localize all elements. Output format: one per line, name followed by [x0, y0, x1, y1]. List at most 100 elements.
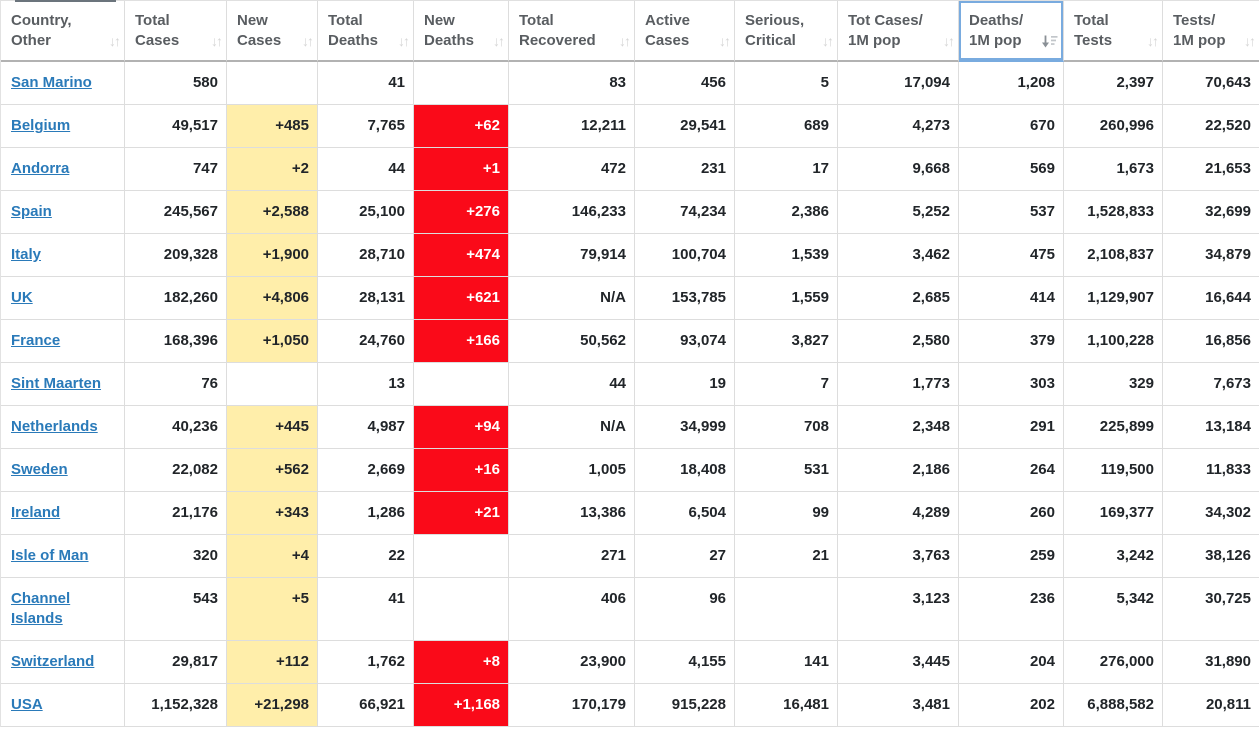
- table-row: Sint Maarten 76 13 44 19 7 1,773 303 329 7,673: [1, 363, 1259, 406]
- cell-country: Switzerland: [1, 641, 125, 684]
- cell-new_deaths: +621: [414, 277, 509, 320]
- cell-total_recovered: 406: [509, 578, 635, 641]
- sort-toggle-icon: ↓↑: [211, 33, 223, 49]
- column-label: Total Tests: [1074, 11, 1113, 49]
- column-header-total_deaths[interactable]: Total Deaths ↓↑: [318, 1, 414, 62]
- cell-total_recovered: 271: [509, 535, 635, 578]
- column-label: Country, Other: [11, 11, 72, 49]
- cell-new_cases: +5: [227, 578, 318, 641]
- cell-tests_per_1m: 21,653: [1163, 148, 1259, 191]
- cell-active_cases: 96: [635, 578, 735, 641]
- country-link[interactable]: Isle of Man: [11, 547, 89, 564]
- column-header-active_cases[interactable]: Active Cases ↓↑: [635, 1, 735, 62]
- column-header-total_tests[interactable]: Total Tests ↓↑: [1064, 1, 1163, 62]
- cell-deaths_per_1m: 1,208: [959, 62, 1064, 105]
- cell-serious_critical: 3,827: [735, 320, 838, 363]
- cell-deaths_per_1m: 259: [959, 535, 1064, 578]
- country-link[interactable]: Sint Maarten: [11, 375, 102, 392]
- sort-toggle-icon: ↓↑: [1244, 33, 1256, 49]
- column-header-new_deaths[interactable]: New Deaths ↓↑: [414, 1, 509, 62]
- country-link[interactable]: Sweden: [11, 461, 68, 478]
- column-header-country[interactable]: Country, Other ↓↑: [1, 1, 125, 62]
- cell-new_cases: +1,900: [227, 234, 318, 277]
- cell-serious_critical: 2,386: [735, 191, 838, 234]
- cell-active_cases: 153,785: [635, 277, 735, 320]
- country-link[interactable]: Belgium: [11, 117, 71, 134]
- cell-serious_critical: 21: [735, 535, 838, 578]
- cell-cases_per_1m: 2,186: [838, 449, 959, 492]
- cell-new_cases: [227, 363, 318, 406]
- cell-country: Sint Maarten: [1, 363, 125, 406]
- sort-toggle-icon: ↓↑: [719, 33, 731, 49]
- cell-total_tests: 1,129,907: [1064, 277, 1163, 320]
- country-link[interactable]: Spain: [11, 203, 52, 220]
- cell-country: San Marino: [1, 62, 125, 105]
- column-header-cases_per_1m[interactable]: Tot Cases/ 1M pop ↓↑: [838, 1, 959, 62]
- cell-country: Channel Islands: [1, 578, 125, 641]
- sort-toggle-icon: ↓↑: [493, 33, 505, 49]
- country-link[interactable]: UK: [11, 289, 33, 306]
- cell-cases_per_1m: 3,462: [838, 234, 959, 277]
- cell-total_recovered: 23,900: [509, 641, 635, 684]
- cell-active_cases: 27: [635, 535, 735, 578]
- cell-cases_per_1m: 9,668: [838, 148, 959, 191]
- table-row: Andorra 747 +2 44 +1 472 231 17 9,668 569 1,673 21,…: [1, 148, 1259, 191]
- column-header-deaths_per_1m[interactable]: Deaths/ 1M pop: [959, 1, 1064, 62]
- country-link[interactable]: France: [11, 332, 61, 349]
- cell-new_deaths: +8: [414, 641, 509, 684]
- cell-total_deaths: 44: [318, 148, 414, 191]
- column-header-total_cases[interactable]: Total Cases ↓↑: [125, 1, 227, 62]
- table-row: Belgium 49,517 +485 7,765 +62 12,211 29,541 689…: [1, 105, 1259, 148]
- cell-total_cases: 320: [125, 535, 227, 578]
- cell-serious_critical: 531: [735, 449, 838, 492]
- table-row: UK 182,260 +4,806 28,131 +621 N/A 153,785 1,559…: [1, 277, 1259, 320]
- country-link[interactable]: Switzerland: [11, 653, 95, 670]
- table-body: San Marino 580 41 83 456 5 17,094 1,208 2,397 70,…: [1, 62, 1259, 727]
- cell-cases_per_1m: 3,123: [838, 578, 959, 641]
- country-link[interactable]: Channel Islands: [11, 590, 71, 627]
- cell-serious_critical: 689: [735, 105, 838, 148]
- cell-total_tests: 1,528,833: [1064, 191, 1163, 234]
- cell-deaths_per_1m: 414: [959, 277, 1064, 320]
- country-link[interactable]: Ireland: [11, 504, 61, 521]
- cell-new_deaths: [414, 62, 509, 105]
- cell-new_deaths: +94: [414, 406, 509, 449]
- country-link[interactable]: Andorra: [11, 160, 70, 177]
- column-header-total_recovered[interactable]: Total Recovered ↓↑: [509, 1, 635, 62]
- cell-tests_per_1m: 22,520: [1163, 105, 1259, 148]
- cell-new_cases: +562: [227, 449, 318, 492]
- country-link[interactable]: USA: [11, 696, 43, 713]
- table-row: Sweden 22,082 +562 2,669 +16 1,005 18,408 531 2,…: [1, 449, 1259, 492]
- column-header-new_cases[interactable]: New Cases ↓↑: [227, 1, 318, 62]
- cell-total_tests: 2,108,837: [1064, 234, 1163, 277]
- cell-country: Isle of Man: [1, 535, 125, 578]
- cell-total_cases: 22,082: [125, 449, 227, 492]
- cell-deaths_per_1m: 291: [959, 406, 1064, 449]
- cell-total_deaths: 28,131: [318, 277, 414, 320]
- cell-new_deaths: [414, 535, 509, 578]
- table-row: Channel Islands 543 +5 41 406 96 3,123 236 5,342…: [1, 578, 1259, 641]
- cell-country: Ireland: [1, 492, 125, 535]
- sort-toggle-icon: ↓↑: [619, 33, 631, 49]
- cell-active_cases: 231: [635, 148, 735, 191]
- country-link[interactable]: San Marino: [11, 74, 92, 91]
- cell-tests_per_1m: 30,725: [1163, 578, 1259, 641]
- table-row: Isle of Man 320 +4 22 271 27 21 3,763 259 3,242 38…: [1, 535, 1259, 578]
- cell-total_cases: 182,260: [125, 277, 227, 320]
- sort-toggle-icon: ↓↑: [302, 33, 314, 49]
- cell-new_cases: +112: [227, 641, 318, 684]
- cell-total_deaths: 28,710: [318, 234, 414, 277]
- table-row: Italy 209,328 +1,900 28,710 +474 79,914 100,70…: [1, 234, 1259, 277]
- column-label: Total Deaths: [328, 11, 379, 49]
- country-link[interactable]: Netherlands: [11, 418, 98, 435]
- cell-tests_per_1m: 7,673: [1163, 363, 1259, 406]
- cell-total_recovered: 1,005: [509, 449, 635, 492]
- country-link[interactable]: Italy: [11, 246, 42, 263]
- cell-country: USA: [1, 684, 125, 727]
- cell-total_deaths: 4,987: [318, 406, 414, 449]
- column-header-tests_per_1m[interactable]: Tests/ 1M pop ↓↑: [1163, 1, 1259, 62]
- cell-country: Italy: [1, 234, 125, 277]
- column-header-serious_critical[interactable]: Serious, Critical ↓↑: [735, 1, 838, 62]
- cell-cases_per_1m: 4,273: [838, 105, 959, 148]
- cell-deaths_per_1m: 379: [959, 320, 1064, 363]
